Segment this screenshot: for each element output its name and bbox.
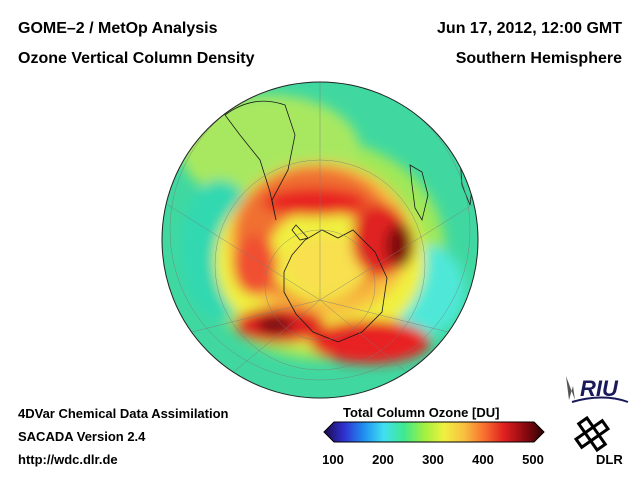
colorbar-tick-200: 200	[372, 452, 394, 467]
dlr-logo: DLR	[573, 415, 623, 467]
coastlines	[224, 100, 475, 343]
dlr-logo-text: DLR	[596, 452, 623, 467]
ozone-map-globe	[161, 81, 479, 399]
colorbar-tick-500: 500	[522, 452, 544, 467]
title-left-1: GOME–2 / MetOp Analysis	[18, 20, 218, 37]
graticule	[162, 82, 478, 398]
colorbar-tick-100: 100	[322, 452, 344, 467]
colorbar-tick-400: 400	[472, 452, 494, 467]
colorbar-title: Total Column Ozone [DU]	[343, 405, 500, 420]
ozone-field	[180, 95, 465, 364]
footer-line-3: http://wdc.dlr.de	[18, 452, 118, 467]
footer-line-1: 4DVar Chemical Data Assimilation	[18, 406, 229, 421]
dlr-logo-emblem	[573, 415, 611, 453]
footer-line-2: SACADA Version 2.4	[18, 429, 146, 444]
colorbar-bar	[323, 421, 545, 443]
colorbar-tick-300: 300	[422, 452, 444, 467]
title-right-1: Jun 17, 2012, 12:00 GMT	[437, 20, 622, 37]
title-right-2: Southern Hemisphere	[455, 50, 622, 67]
globe-outline	[161, 81, 479, 399]
title-left-2: Ozone Vertical Column Density	[18, 50, 255, 67]
colorbar	[323, 421, 545, 443]
riu-logo: RIU	[566, 376, 629, 403]
